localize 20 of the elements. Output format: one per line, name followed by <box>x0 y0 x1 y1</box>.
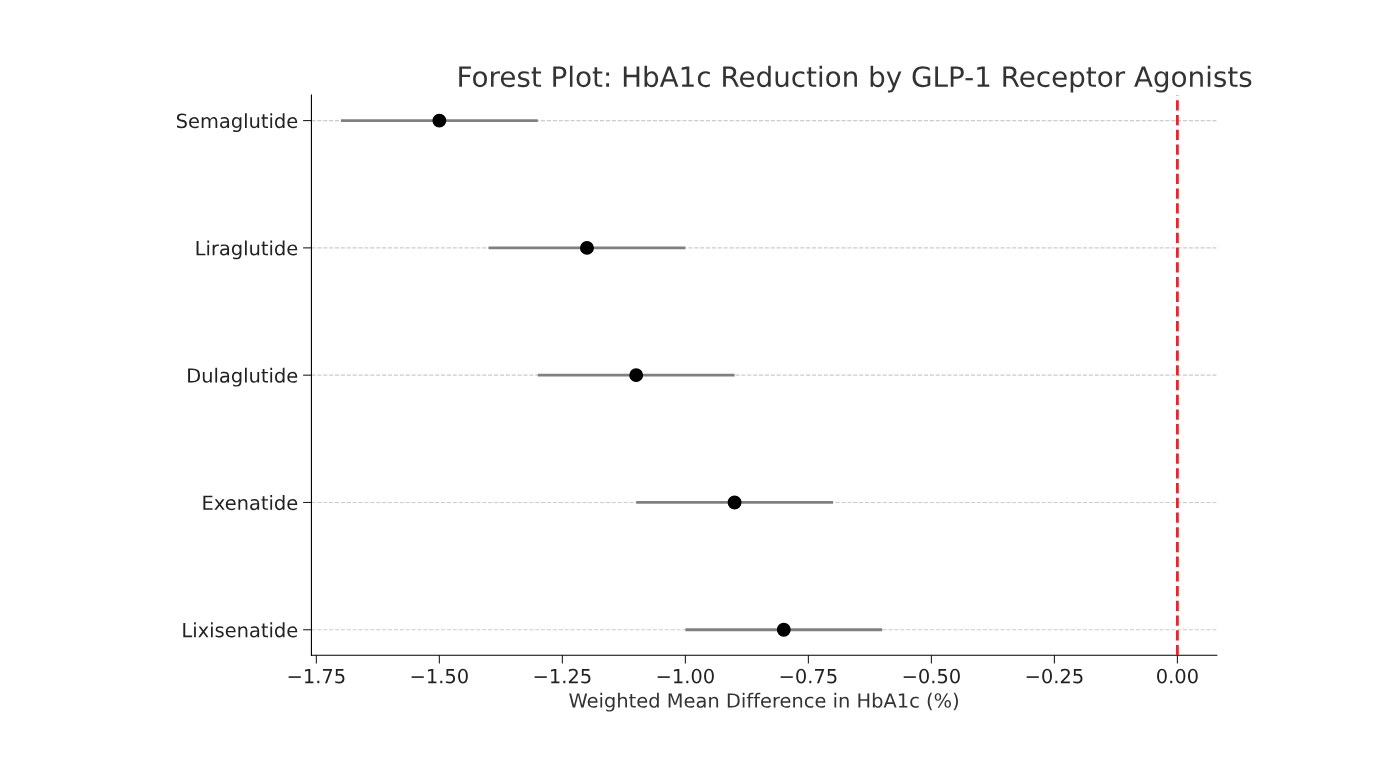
y-tick-label: Liraglutide <box>196 240 298 260</box>
x-tick-label: −1.00 <box>657 668 714 684</box>
x-tick-label: −0.25 <box>1026 668 1083 684</box>
x-tick-label: −1.75 <box>288 669 345 684</box>
point <box>432 113 447 128</box>
point <box>580 240 594 255</box>
x-axis-title: Weighted Mean Difference in HbA1c (%) <box>569 692 959 712</box>
y-tick-label: Dulaglutide <box>188 367 298 387</box>
y-tick-label: Semaglutide <box>176 113 298 133</box>
x-tick-label: 0.00 <box>1157 668 1198 684</box>
point <box>727 495 742 510</box>
x-tick-label: −1.50 <box>411 668 468 684</box>
x-tick-label: −1.25 <box>534 668 591 684</box>
point <box>776 622 791 637</box>
y-tick-label: Exenatide <box>203 495 298 511</box>
x-tick-label: −0.50 <box>903 668 960 684</box>
x-tick-label: −0.75 <box>780 668 837 684</box>
chart-title: Forest Plot: HbA1c Reduction by GLP-1 Receptor Agonists <box>459 65 1252 93</box>
point <box>629 368 644 383</box>
y-tick-label: Lixisenatide <box>183 622 298 638</box>
